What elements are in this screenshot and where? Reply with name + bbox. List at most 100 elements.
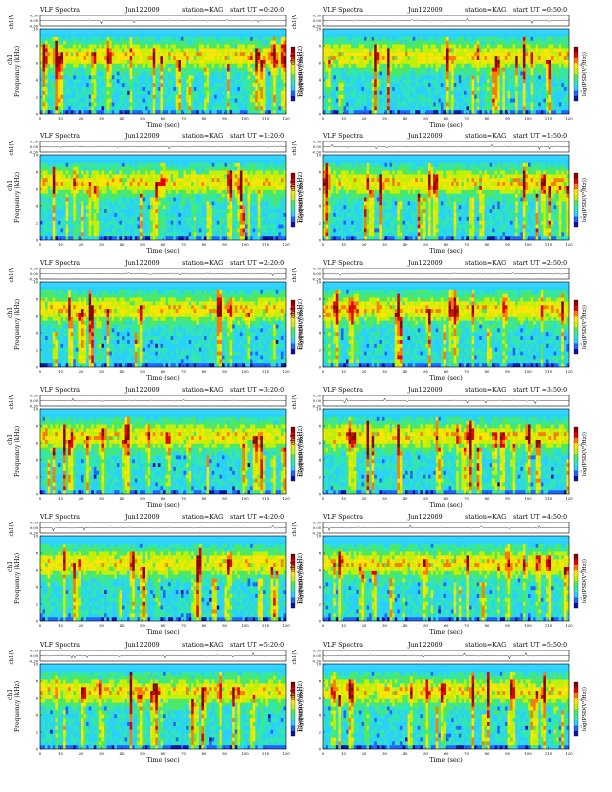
heatmap-cell xyxy=(399,79,403,84)
heatmap-cell xyxy=(180,182,184,186)
heatmap-cell xyxy=(268,228,271,233)
heatmap-cell xyxy=(60,90,64,95)
heatmap-cell xyxy=(78,236,82,241)
heatmap-cell xyxy=(165,236,169,241)
heatmap-cell xyxy=(50,189,53,194)
heatmap-cell xyxy=(553,102,557,107)
heatmap-cell xyxy=(183,98,187,103)
heatmap-cell xyxy=(522,56,526,60)
heatmap-cell xyxy=(93,224,97,229)
heatmap-cell xyxy=(227,189,230,194)
colorbar-segment xyxy=(574,47,578,53)
heatmap-cell xyxy=(268,59,271,64)
heatmap-cell xyxy=(119,228,123,233)
heatmap-cell xyxy=(173,36,176,41)
heatmap-cell xyxy=(273,98,276,103)
heatmap-cell xyxy=(463,52,467,57)
heatmap-cell xyxy=(63,189,66,194)
heatmap-cell xyxy=(45,63,48,68)
heatmap-cell xyxy=(196,185,199,190)
heatmap-cell xyxy=(193,52,197,57)
heatmap-cell xyxy=(428,83,431,87)
heatmap-cell xyxy=(122,48,125,53)
heatmap-cell xyxy=(47,59,51,64)
heatmap-cell xyxy=(533,56,536,60)
heatmap-cell xyxy=(280,56,284,60)
heatmap-cell xyxy=(137,52,140,57)
heatmap-cell xyxy=(466,44,470,49)
heatmap-cell xyxy=(142,197,146,202)
heatmap-cell xyxy=(280,212,284,217)
heatmap-cell xyxy=(155,185,158,190)
heatmap-cell xyxy=(75,59,79,64)
heatmap-cell xyxy=(463,67,467,72)
heatmap-cell xyxy=(389,56,393,60)
heatmap-cell xyxy=(255,158,258,163)
heatmap-cell xyxy=(417,56,421,60)
heatmap-cell xyxy=(448,36,452,41)
heatmap-cell xyxy=(556,44,559,49)
heatmap-cell xyxy=(504,32,508,37)
heatmap-cell xyxy=(47,63,51,68)
heatmap-cell xyxy=(492,52,495,57)
heatmap-cell xyxy=(186,162,189,167)
heatmap-cell xyxy=(250,75,253,80)
heatmap-cell xyxy=(186,201,189,206)
heatmap-cell xyxy=(206,166,210,171)
heatmap-cell xyxy=(124,212,128,217)
heatmap-cell xyxy=(45,174,48,179)
heatmap-cell xyxy=(196,86,199,91)
heatmap-cell xyxy=(129,189,133,194)
heatmap-cell xyxy=(145,216,148,221)
heatmap-cell xyxy=(191,189,194,194)
heatmap-cell xyxy=(211,158,215,163)
heatmap-cell xyxy=(471,44,475,49)
heatmap-cell xyxy=(155,170,158,175)
heatmap-cell xyxy=(535,56,539,60)
heatmap-cell xyxy=(420,44,423,49)
heatmap-cell xyxy=(175,56,179,60)
heatmap-cell xyxy=(268,67,271,72)
heatmap-cell xyxy=(275,59,279,64)
heatmap-cell xyxy=(227,86,230,91)
heatmap-cell xyxy=(70,224,74,229)
heatmap-cell xyxy=(188,209,192,213)
heatmap-cell xyxy=(214,98,217,103)
heatmap-cell xyxy=(520,32,523,37)
heatmap-cell xyxy=(366,52,370,57)
heatmap-cell xyxy=(60,56,64,60)
heatmap-cell xyxy=(237,52,240,57)
heatmap-cell xyxy=(168,182,171,186)
heatmap-cell xyxy=(45,158,48,163)
heatmap-cell xyxy=(137,182,140,186)
heatmap-cell xyxy=(129,79,133,84)
heatmap-cell xyxy=(270,189,274,194)
heatmap-cell xyxy=(219,220,222,225)
heatmap-cell xyxy=(170,220,174,225)
heatmap-cell xyxy=(88,189,92,194)
heatmap-cell xyxy=(553,94,557,99)
heatmap-cell xyxy=(227,110,230,115)
heatmap-cell xyxy=(270,32,274,37)
heatmap-cell xyxy=(219,90,222,95)
heatmap-cells xyxy=(40,155,287,241)
heatmap-cell xyxy=(142,98,146,103)
heatmap-cell xyxy=(147,201,151,206)
heatmap-cell xyxy=(338,86,341,91)
heatmap-cell xyxy=(492,98,495,103)
heatmap-cell xyxy=(86,79,89,84)
heatmap-cell xyxy=(188,189,192,194)
y-tick-label: 2 xyxy=(36,221,39,226)
heatmap-cell xyxy=(160,67,164,72)
y-tick-label: 4 xyxy=(319,78,322,83)
heatmap-cell xyxy=(104,174,107,179)
heatmap-cell xyxy=(275,170,279,175)
heatmap-cell xyxy=(394,90,398,95)
heatmap-cell xyxy=(101,106,105,111)
heatmap-cell xyxy=(209,110,212,115)
heatmap-cell xyxy=(168,102,171,107)
y-tick-label: 8 xyxy=(36,44,39,49)
heatmap-cell xyxy=(502,52,505,57)
heatmap-cell xyxy=(563,63,567,68)
heatmap-cell xyxy=(351,98,354,103)
